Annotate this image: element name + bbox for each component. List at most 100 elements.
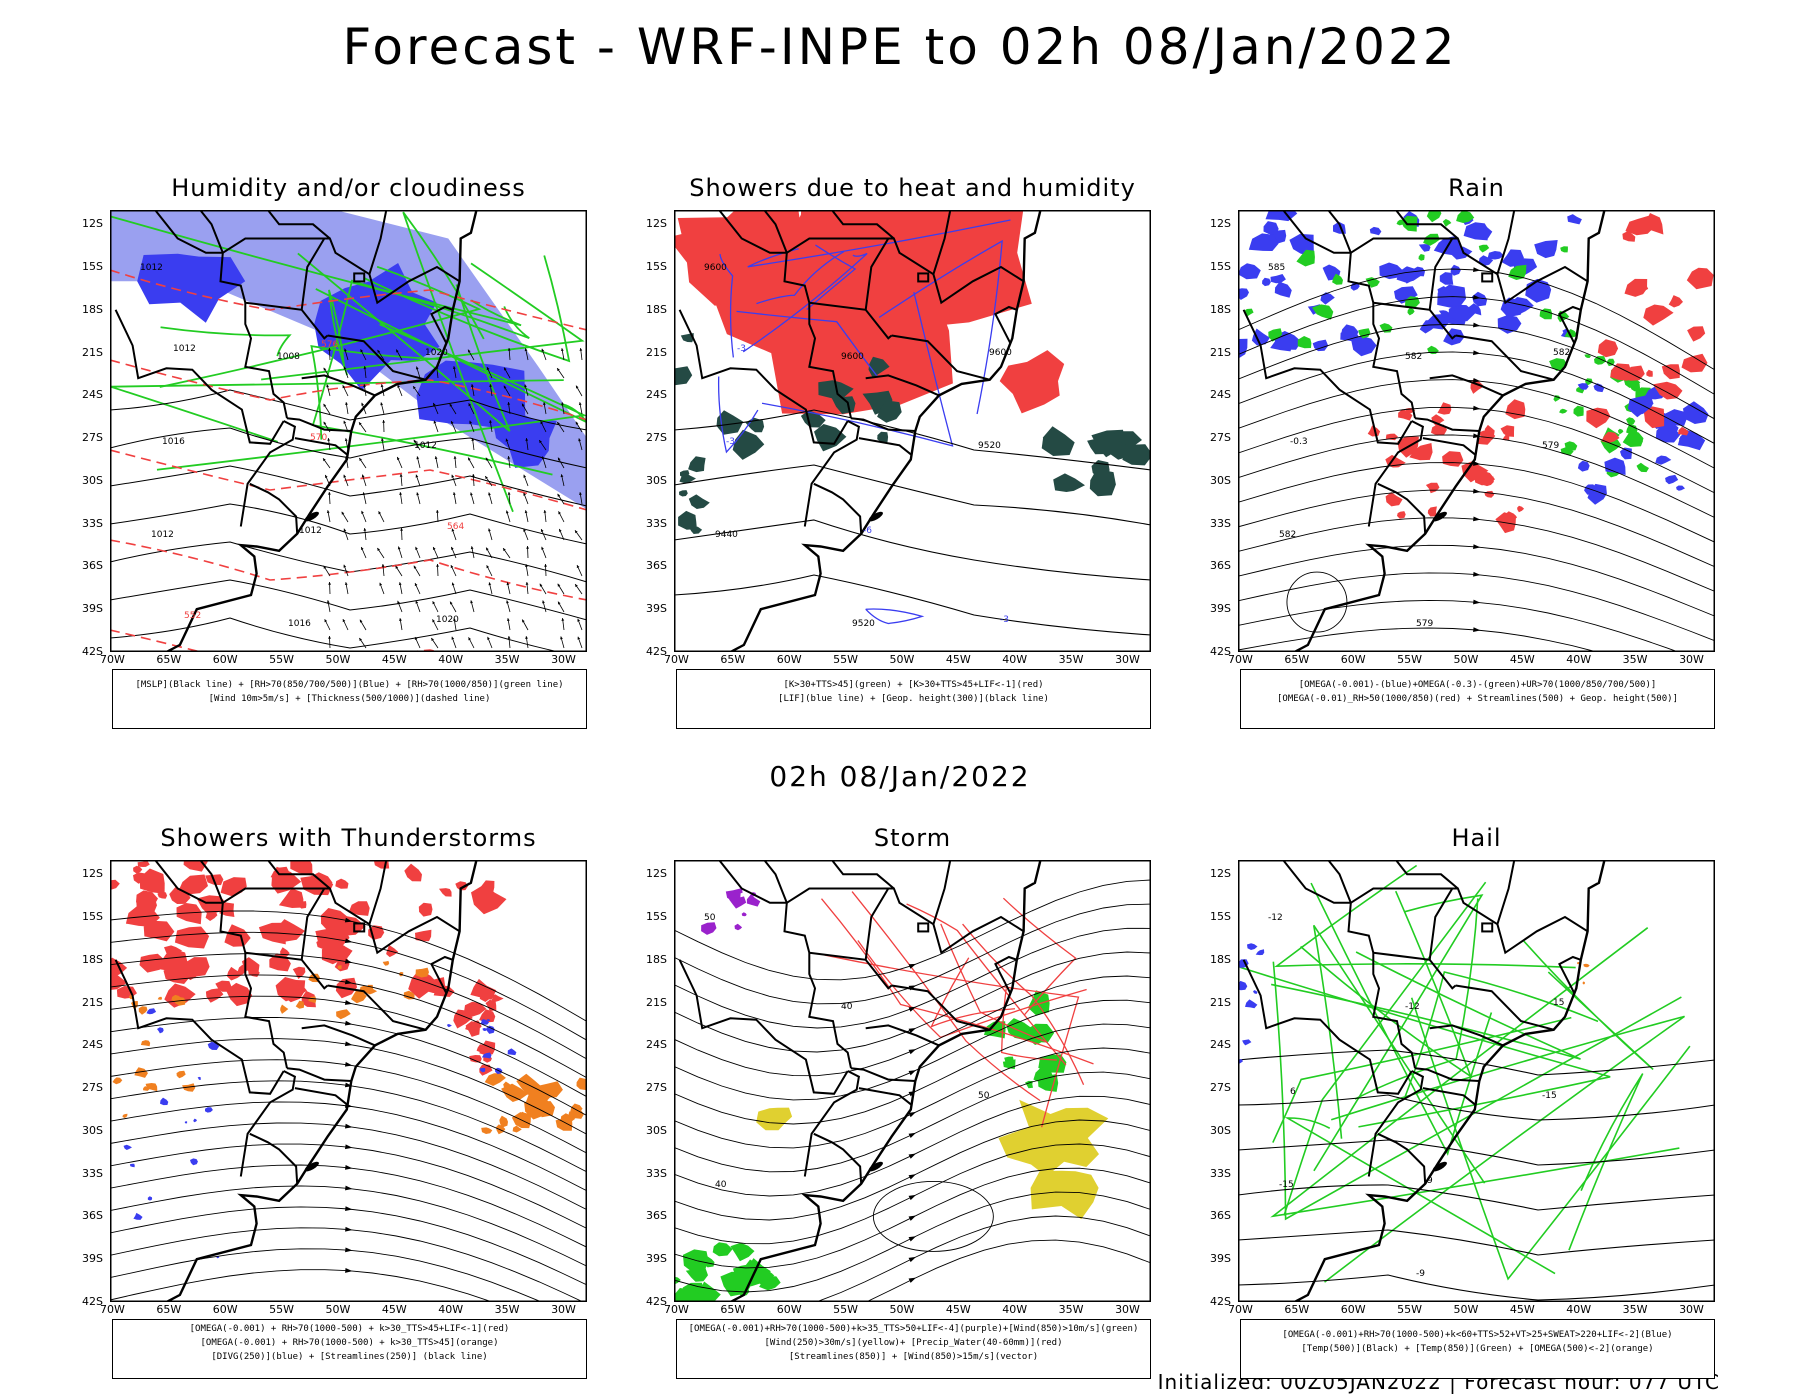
rh-green-contour (402, 211, 514, 513)
precip-water-contour (940, 923, 1048, 1043)
country-border (1373, 951, 1457, 990)
tstorm-orange-field (484, 1073, 506, 1086)
lon-tick-label: 40W (1002, 1303, 1028, 1316)
rh-green-contour (310, 345, 440, 440)
wind-arrowhead (326, 384, 330, 388)
legend-line: [OMEGA(-0.01)_RH>50(1000/850)(red) + Str… (1277, 694, 1678, 704)
legend-line: [Wind(250)>30m/s](yellow)+ [Precip_Water… (764, 1338, 1063, 1348)
wind-arrowhead (469, 420, 473, 424)
country-border (994, 305, 1018, 344)
contour-label: -12 (1268, 913, 1283, 923)
lat-tick-label: 30S (82, 473, 103, 487)
tstorm-red-field (463, 1001, 487, 1017)
wind-arrowhead (524, 348, 528, 352)
wind-arrowhead (378, 511, 382, 515)
lon-tick-label: 40W (438, 653, 464, 666)
omega-blue-field (1263, 221, 1279, 235)
temp850-green-contour (1272, 961, 1682, 1221)
wind-arrowhead (505, 438, 509, 442)
wind-arrowhead (488, 492, 491, 496)
geop-height-line (674, 574, 1151, 636)
wind-arrowhead (396, 349, 399, 353)
lon-tick-label: 50W (1453, 653, 1479, 666)
wind-arrowhead (326, 600, 330, 604)
wind-arrowhead (561, 402, 564, 405)
divg-blue-field (129, 1163, 135, 1168)
wind-arrowhead (488, 528, 491, 532)
wind-arrowhead (506, 582, 510, 586)
wind-arrowhead (452, 366, 456, 370)
country-border (286, 1067, 352, 1082)
streamline-250 (110, 1269, 494, 1302)
tstorm-orange-field (176, 1070, 186, 1079)
lon-tick-label: 65W (720, 1303, 746, 1316)
showers-green-field (679, 473, 696, 484)
omega-green-field (1618, 428, 1624, 435)
omega-blue-field (1501, 249, 1524, 267)
wind-arrowhead (359, 458, 362, 462)
precip-water-contour (857, 940, 1087, 1039)
lon-tick-label: 40W (1566, 1303, 1592, 1316)
streamline-arrow (345, 1268, 353, 1273)
tstorm-red-field (110, 879, 120, 891)
lat-tick-label: 39S (646, 602, 667, 616)
precip-water-contour (930, 957, 1016, 1028)
wind-arrowhead (381, 564, 385, 567)
wind-arrowhead (416, 456, 420, 460)
wind-arrowhead (504, 367, 507, 371)
country-border (679, 860, 852, 1069)
showers-green-field (732, 429, 765, 460)
country-border (831, 860, 895, 890)
legend-line: [OMEGA(-0.001) + RH>70(1000-500) + k>30_… (189, 1324, 510, 1334)
omega-red-field (1517, 505, 1525, 513)
tstorm-red-field (298, 901, 307, 909)
lat-tick-label: 39S (82, 1252, 103, 1266)
country-border (267, 860, 331, 890)
lat-tick-label: 36S (82, 559, 103, 573)
lif-blue-line (717, 376, 759, 454)
wind-arrowhead (540, 421, 544, 425)
omega-red-field (1624, 278, 1648, 297)
rh-green-contour (363, 255, 571, 363)
lat-tick-label: 24S (82, 388, 103, 402)
showers-green-field (814, 424, 847, 452)
divg-blue-field (133, 1212, 143, 1220)
country-border (763, 210, 788, 254)
lat-tick-label: 15S (1210, 260, 1231, 274)
purple-field (701, 922, 717, 935)
streamline-arrow (344, 1144, 353, 1150)
country-border (1327, 860, 1352, 904)
contour-label: -3 (737, 344, 746, 354)
lon-tick-label: 60W (776, 653, 802, 666)
wind-arrowhead (326, 510, 330, 514)
lat-tick-label: 33S (646, 516, 667, 530)
wind-arrowhead (539, 583, 543, 587)
country-border (115, 860, 288, 1069)
country-border (327, 984, 426, 1031)
map-frame (1238, 210, 1715, 652)
wind-arrowhead (397, 546, 401, 550)
contour-label: 50 (978, 1091, 990, 1101)
hail-blue-field (1242, 1039, 1252, 1046)
lat-tick-label: 30S (646, 1123, 667, 1137)
tstorm-orange-field (512, 1125, 522, 1133)
wind850-green-field (737, 1259, 775, 1287)
legend-line: [LIF](blue line) + [Geop. height(300)](b… (778, 694, 1049, 704)
omega-blue-field (1379, 262, 1404, 280)
contour-label: 1016 (288, 619, 311, 629)
wind-arrowhead (486, 547, 489, 551)
lagoa-dos-patos (304, 1161, 319, 1172)
wind-arrowhead (359, 637, 363, 641)
omega-blue-field (1437, 286, 1452, 299)
showers-green-field (716, 410, 744, 435)
streamline-arrow (1473, 461, 1481, 466)
lon-tick-label: 60W (1340, 653, 1366, 666)
wind-arrowhead (579, 348, 583, 351)
wind-arrowhead (453, 456, 457, 459)
country-border (327, 334, 426, 381)
wind-arrowhead (415, 546, 418, 550)
lon-tick-label: 35W (1622, 653, 1648, 666)
wind-arrowhead (470, 492, 473, 496)
country-border (1455, 334, 1554, 381)
omega-blue-field (1525, 278, 1552, 303)
